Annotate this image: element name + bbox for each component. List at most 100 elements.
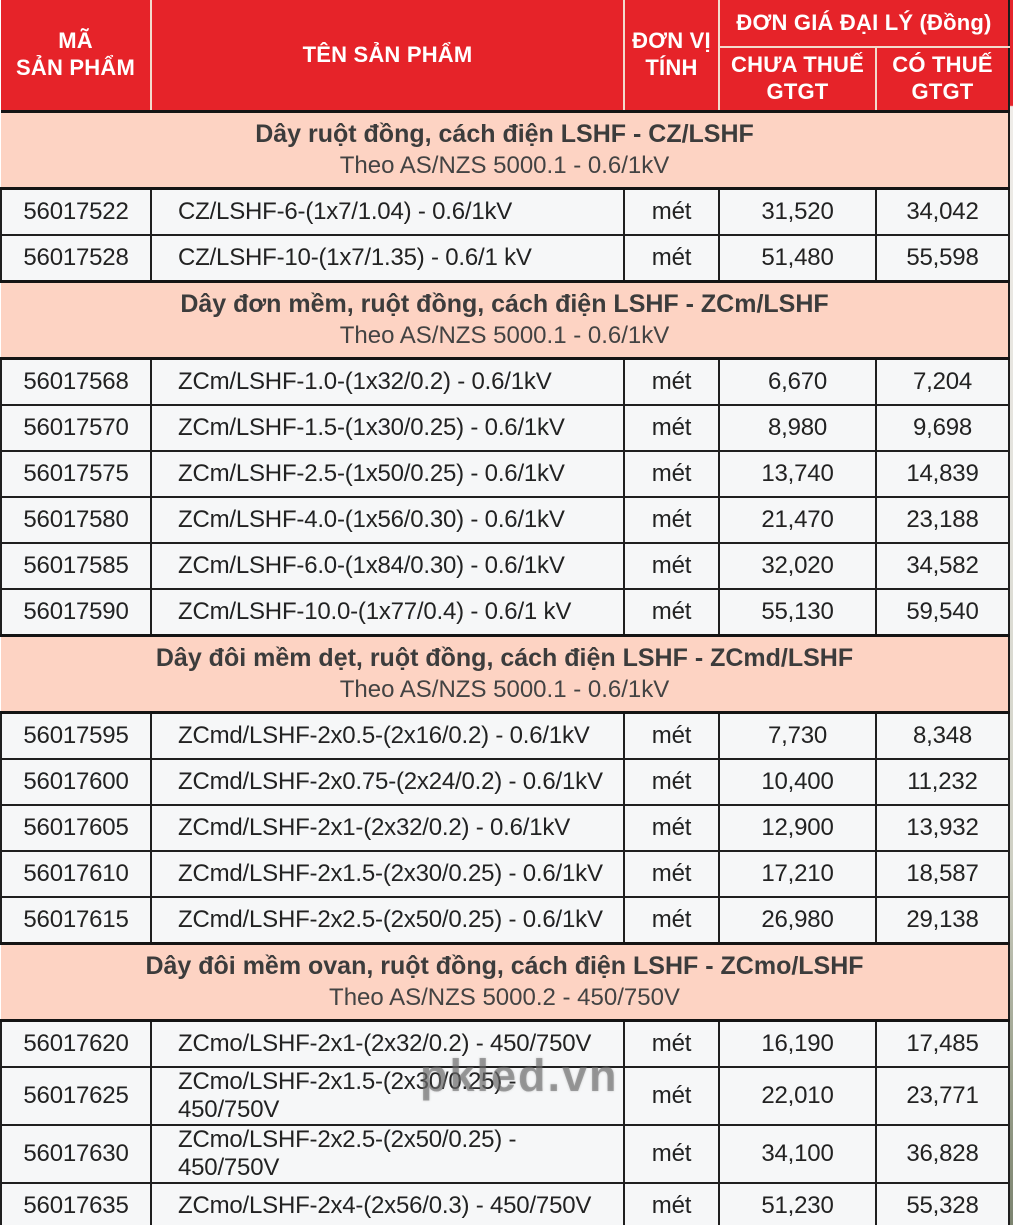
cell-product-code: 56017595	[0, 711, 152, 760]
section-title: Dây ruột đồng, cách điện LSHF - CZ/LSHF	[255, 120, 754, 149]
cell-product-name: ZCmd/LSHF-2x1-(2x32/0.2) - 0.6/1kV	[150, 804, 625, 852]
cell-unit: mét	[623, 588, 720, 637]
cell-product-name: ZCmo/LSHF-2x4-(2x56/0.3) - 450/750V	[150, 1182, 625, 1225]
cell-product-name: ZCmd/LSHF-2x0.75-(2x24/0.2) - 0.6/1kV	[150, 758, 625, 806]
cell-price-inc-vat: 9,698	[874, 404, 1011, 452]
cell-price-inc-vat: 13,932	[874, 804, 1011, 852]
table-header: MÃ SẢN PHẨM TÊN SẢN PHẨM ĐƠN VỊ TÍNH ĐƠN…	[1, 0, 1010, 112]
cell-product-code: 56017610	[0, 850, 152, 898]
cell-price-inc-vat: 55,328	[874, 1182, 1011, 1225]
cell-price-ex-vat: 6,670	[718, 357, 877, 406]
cell-product-code: 56017625	[0, 1066, 152, 1126]
cell-product-name: CZ/LSHF-6-(1x7/1.04) - 0.6/1kV	[150, 187, 625, 236]
section-header-row: Dây đôi mềm dẹt, ruột đồng, cách điện LS…	[1, 634, 1010, 714]
cell-product-code: 56017580	[0, 496, 152, 544]
table-row: 56017605 ZCmd/LSHF-2x1-(2x32/0.2) - 0.6/…	[0, 804, 1011, 852]
cell-product-code: 56017522	[0, 187, 152, 236]
cell-price-ex-vat: 51,230	[718, 1182, 877, 1225]
cell-unit: mét	[623, 1182, 720, 1225]
col-header-price-inc-vat: CÓ THUẾ GTGT	[876, 47, 1010, 112]
cell-price-ex-vat: 8,980	[718, 404, 877, 452]
table-row: 56017580 ZCm/LSHF-4.0-(1x56/0.30) - 0.6/…	[0, 496, 1011, 544]
table-row: 56017600 ZCmd/LSHF-2x0.75-(2x24/0.2) - 0…	[0, 758, 1011, 806]
cell-price-ex-vat: 55,130	[718, 588, 877, 637]
table-row: 56017595 ZCmd/LSHF-2x0.5-(2x16/0.2) - 0.…	[0, 711, 1011, 760]
table-row: 56017615 ZCmd/LSHF-2x2.5-(2x50/0.25) - 0…	[0, 896, 1011, 945]
col-header-price-ex-vat: CHƯA THUẾ GTGT	[719, 47, 877, 112]
cell-product-name: ZCmo/LSHF-2x1.5-(2x30/0.25) - 450/750V	[150, 1066, 625, 1126]
cell-price-ex-vat: 31,520	[718, 187, 877, 236]
cell-unit: mét	[623, 496, 720, 544]
cell-product-code: 56017605	[0, 804, 152, 852]
cell-product-code: 56017575	[0, 450, 152, 498]
section-subtitle: Theo AS/NZS 5000.1 - 0.6/1kV	[339, 675, 670, 703]
section-subtitle: Theo AS/NZS 5000.1 - 0.6/1kV	[339, 151, 670, 179]
cell-price-inc-vat: 7,204	[874, 357, 1011, 406]
cell-product-name: ZCmd/LSHF-2x2.5-(2x50/0.25) - 0.6/1kV	[150, 896, 625, 945]
cell-unit: mét	[623, 804, 720, 852]
cell-price-ex-vat: 26,980	[718, 896, 877, 945]
cell-price-inc-vat: 55,598	[874, 234, 1011, 283]
table-body: Dây ruột đồng, cách điện LSHF - CZ/LSHF …	[0, 110, 1011, 1225]
section-header-row: Dây ruột đồng, cách điện LSHF - CZ/LSHF …	[1, 110, 1010, 190]
header-row-top: MÃ SẢN PHẨM TÊN SẢN PHẨM ĐƠN VỊ TÍNH ĐƠN…	[1, 0, 1010, 112]
cell-price-inc-vat: 23,188	[874, 496, 1011, 544]
cell-price-ex-vat: 34,100	[718, 1124, 877, 1184]
col-header-product-code: MÃ SẢN PHẨM	[1, 0, 152, 112]
table-row: 56017568 ZCm/LSHF-1.0-(1x32/0.2) - 0.6/1…	[0, 357, 1011, 406]
cell-unit: mét	[623, 404, 720, 452]
cell-price-ex-vat: 7,730	[718, 711, 877, 760]
cell-price-ex-vat: 51,480	[718, 234, 877, 283]
cell-price-ex-vat: 22,010	[718, 1066, 877, 1126]
cell-product-code: 56017600	[0, 758, 152, 806]
cell-product-name: ZCmo/LSHF-2x2.5-(2x50/0.25) - 450/750V	[150, 1124, 625, 1184]
cell-price-ex-vat: 16,190	[718, 1019, 877, 1068]
section-header-row: Dây đơn mềm, ruột đồng, cách điện LSHF -…	[1, 280, 1010, 360]
table-row: 56017585 ZCm/LSHF-6.0-(1x84/0.30) - 0.6/…	[0, 542, 1011, 590]
cell-price-inc-vat: 14,839	[874, 450, 1011, 498]
cell-product-name: ZCm/LSHF-1.0-(1x32/0.2) - 0.6/1kV	[150, 357, 625, 406]
cell-product-code: 56017570	[0, 404, 152, 452]
cell-product-name: ZCm/LSHF-2.5-(1x50/0.25) - 0.6/1kV	[150, 450, 625, 498]
table-row: 56017625 ZCmo/LSHF-2x1.5-(2x30/0.25) - 4…	[0, 1066, 1011, 1126]
cell-product-name: ZCmo/LSHF-2x1-(2x32/0.2) - 450/750V	[150, 1019, 625, 1068]
cell-price-ex-vat: 17,210	[718, 850, 877, 898]
cell-price-inc-vat: 29,138	[874, 896, 1011, 945]
cell-price-inc-vat: 36,828	[874, 1124, 1011, 1184]
table-row: 56017635 ZCmo/LSHF-2x4-(2x56/0.3) - 450/…	[0, 1182, 1011, 1225]
cell-unit: mét	[623, 450, 720, 498]
cell-price-ex-vat: 21,470	[718, 496, 877, 544]
section-title: Dây đôi mềm dẹt, ruột đồng, cách điện LS…	[155, 644, 854, 673]
cell-price-inc-vat: 8,348	[874, 711, 1011, 760]
table-row: 56017620 ZCmo/LSHF-2x1-(2x32/0.2) - 450/…	[0, 1019, 1011, 1068]
cell-product-name: ZCm/LSHF-10.0-(1x77/0.4) - 0.6/1 kV	[150, 588, 625, 637]
cell-unit: mét	[623, 357, 720, 406]
cell-price-inc-vat: 11,232	[874, 758, 1011, 806]
section-subtitle: Theo AS/NZS 5000.1 - 0.6/1kV	[339, 321, 670, 349]
cell-product-code: 56017635	[0, 1182, 152, 1225]
section-subtitle: Theo AS/NZS 5000.2 - 450/750V	[329, 983, 680, 1011]
cell-unit: mét	[623, 1124, 720, 1184]
cell-product-name: ZCmd/LSHF-2x1.5-(2x30/0.25) - 0.6/1kV	[150, 850, 625, 898]
table-row: 56017528 CZ/LSHF-10-(1x7/1.35) - 0.6/1 k…	[0, 234, 1011, 283]
table-row: 56017630 ZCmo/LSHF-2x2.5-(2x50/0.25) - 4…	[0, 1124, 1011, 1184]
cell-product-code: 56017630	[0, 1124, 152, 1184]
cell-unit: mét	[623, 758, 720, 806]
cell-product-code: 56017585	[0, 542, 152, 590]
cell-unit: mét	[623, 711, 720, 760]
cell-product-name: ZCm/LSHF-6.0-(1x84/0.30) - 0.6/1kV	[150, 542, 625, 590]
section-title: Dây đơn mềm, ruột đồng, cách điện LSHF -…	[180, 290, 829, 319]
cell-price-inc-vat: 34,582	[874, 542, 1011, 590]
cell-product-code: 56017528	[0, 234, 152, 283]
cell-price-inc-vat: 23,771	[874, 1066, 1011, 1126]
table-row: 56017575 ZCm/LSHF-2.5-(1x50/0.25) - 0.6/…	[0, 450, 1011, 498]
col-header-product-name: TÊN SẢN PHẨM	[151, 0, 625, 112]
cell-unit: mét	[623, 896, 720, 945]
cell-price-ex-vat: 32,020	[718, 542, 877, 590]
table-row: 56017590 ZCm/LSHF-10.0-(1x77/0.4) - 0.6/…	[0, 588, 1011, 637]
cell-price-ex-vat: 10,400	[718, 758, 877, 806]
table-row: 56017570 ZCm/LSHF-1.5-(1x30/0.25) - 0.6/…	[0, 404, 1011, 452]
section-title: Dây đôi mềm ovan, ruột đồng, cách điện L…	[145, 952, 864, 981]
cell-product-name: ZCm/LSHF-1.5-(1x30/0.25) - 0.6/1kV	[150, 404, 625, 452]
cell-unit: mét	[623, 1066, 720, 1126]
